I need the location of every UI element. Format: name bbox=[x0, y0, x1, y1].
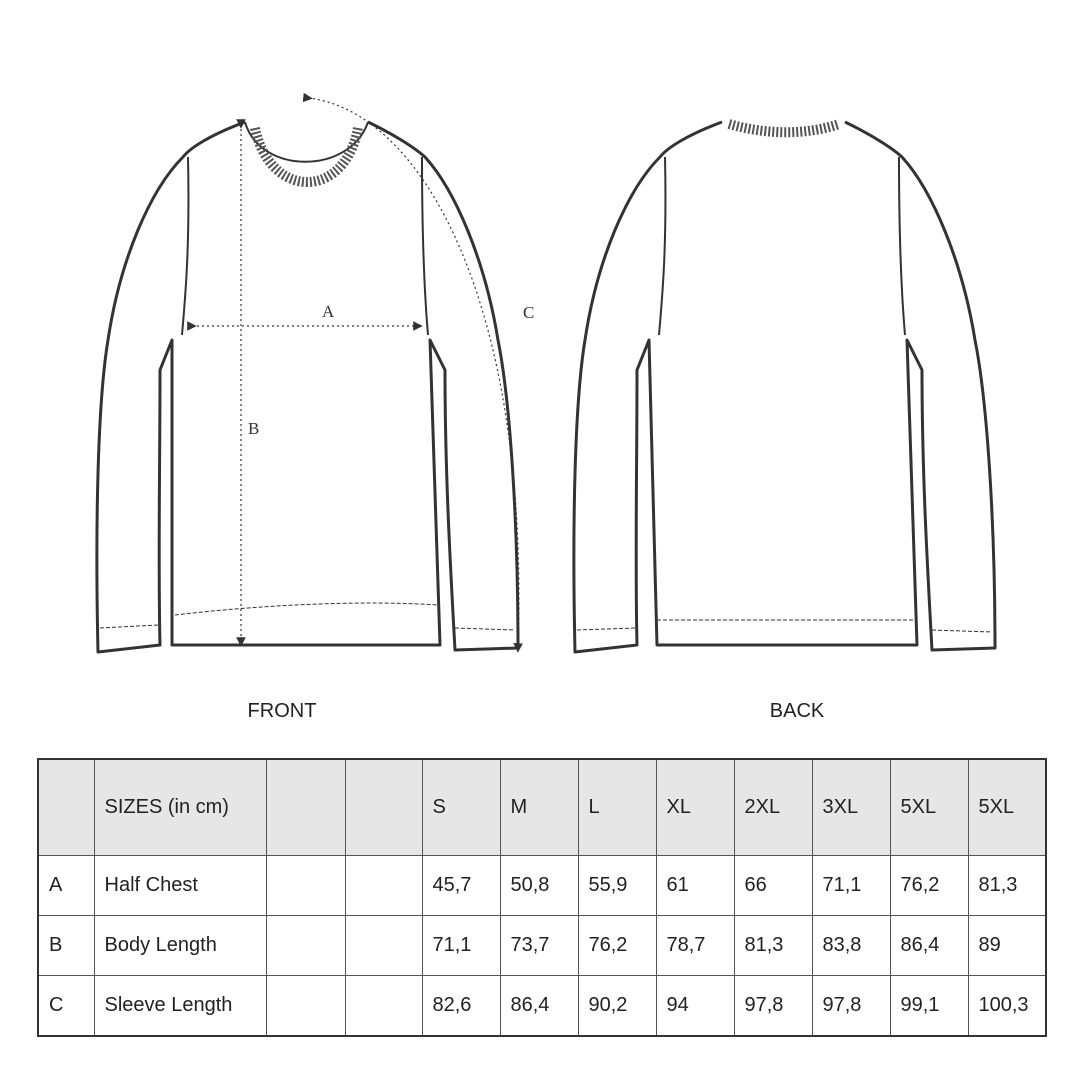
marker-b: B bbox=[248, 419, 259, 438]
header-cell bbox=[344, 758, 423, 856]
table-cell bbox=[265, 975, 346, 1037]
table-cell: 55,9 bbox=[577, 855, 657, 916]
header-cell bbox=[37, 758, 95, 856]
header-cell: 5XL bbox=[889, 758, 969, 856]
table-cell: C bbox=[37, 975, 95, 1037]
table-cell: 78,7 bbox=[655, 915, 735, 976]
table-cell: 76,2 bbox=[577, 915, 657, 976]
table-cell: 97,8 bbox=[811, 975, 891, 1037]
table-cell: 94 bbox=[655, 975, 735, 1037]
table-cell: Sleeve Length bbox=[93, 975, 267, 1037]
header-cell: 2XL bbox=[733, 758, 813, 856]
table-header-row: SIZES (in cm) S M L XL 2XL 3XL 5XL 5XL bbox=[37, 758, 1047, 856]
header-cell: L bbox=[577, 758, 657, 856]
table-cell: Body Length bbox=[93, 915, 267, 976]
table-cell: 99,1 bbox=[889, 975, 969, 1037]
header-cell: 3XL bbox=[811, 758, 891, 856]
table-cell: 66 bbox=[733, 855, 813, 916]
table-cell: 82,6 bbox=[421, 975, 501, 1037]
table-cell: B bbox=[37, 915, 95, 976]
table-row: A Half Chest 45,7 50,8 55,9 61 66 71,1 76,2 81,3 bbox=[37, 855, 1047, 916]
back-shirt-drawing bbox=[572, 119, 997, 654]
table-cell: 71,1 bbox=[421, 915, 501, 976]
table-cell: 90,2 bbox=[577, 975, 657, 1037]
table-row: C Sleeve Length 82,6 86,4 90,2 94 97,8 97,8 99,1… bbox=[37, 975, 1047, 1037]
table-cell bbox=[265, 915, 346, 976]
table-cell: A bbox=[37, 855, 95, 916]
table-cell: 86,4 bbox=[499, 975, 579, 1037]
size-table: SIZES (in cm) S M L XL 2XL 3XL 5XL 5XL A Half Ches… bbox=[37, 758, 1047, 1037]
table-cell: 45,7 bbox=[421, 855, 501, 916]
header-cell: M bbox=[499, 758, 579, 856]
table-cell bbox=[344, 915, 423, 976]
front-label: FRONT bbox=[247, 700, 317, 722]
table-cell: 83,8 bbox=[811, 915, 891, 976]
table-cell: 89 bbox=[967, 915, 1047, 976]
table-cell: 100,3 bbox=[967, 975, 1047, 1037]
table-cell: 86,4 bbox=[889, 915, 969, 976]
table-cell: 76,2 bbox=[889, 855, 969, 916]
table-cell: 81,3 bbox=[733, 915, 813, 976]
table-cell: 50,8 bbox=[499, 855, 579, 916]
table-cell: 61 bbox=[655, 855, 735, 916]
header-cell: 5XL bbox=[967, 758, 1047, 856]
header-cell: XL bbox=[655, 758, 735, 856]
table-cell: 71,1 bbox=[811, 855, 891, 916]
table-cell: 81,3 bbox=[967, 855, 1047, 916]
table-cell: 97,8 bbox=[733, 975, 813, 1037]
table-row: B Body Length 71,1 73,7 76,2 78,7 81,3 83,8 86,4… bbox=[37, 915, 1047, 976]
marker-c: C bbox=[523, 303, 534, 322]
marker-a: A bbox=[322, 302, 335, 321]
header-cell: SIZES (in cm) bbox=[93, 758, 267, 856]
sleeve-length-arrow bbox=[302, 92, 523, 653]
table-cell bbox=[265, 855, 346, 916]
header-cell: S bbox=[421, 758, 501, 856]
back-label: BACK bbox=[769, 700, 825, 722]
table-cell bbox=[344, 855, 423, 916]
measurement-lines bbox=[187, 92, 523, 653]
table-cell: 73,7 bbox=[499, 915, 579, 976]
header-cell bbox=[265, 758, 346, 856]
front-shirt-drawing bbox=[95, 120, 520, 654]
table-cell: Half Chest bbox=[93, 855, 267, 916]
garment-illustration: A B C bbox=[95, 92, 997, 654]
table-cell bbox=[344, 975, 423, 1037]
